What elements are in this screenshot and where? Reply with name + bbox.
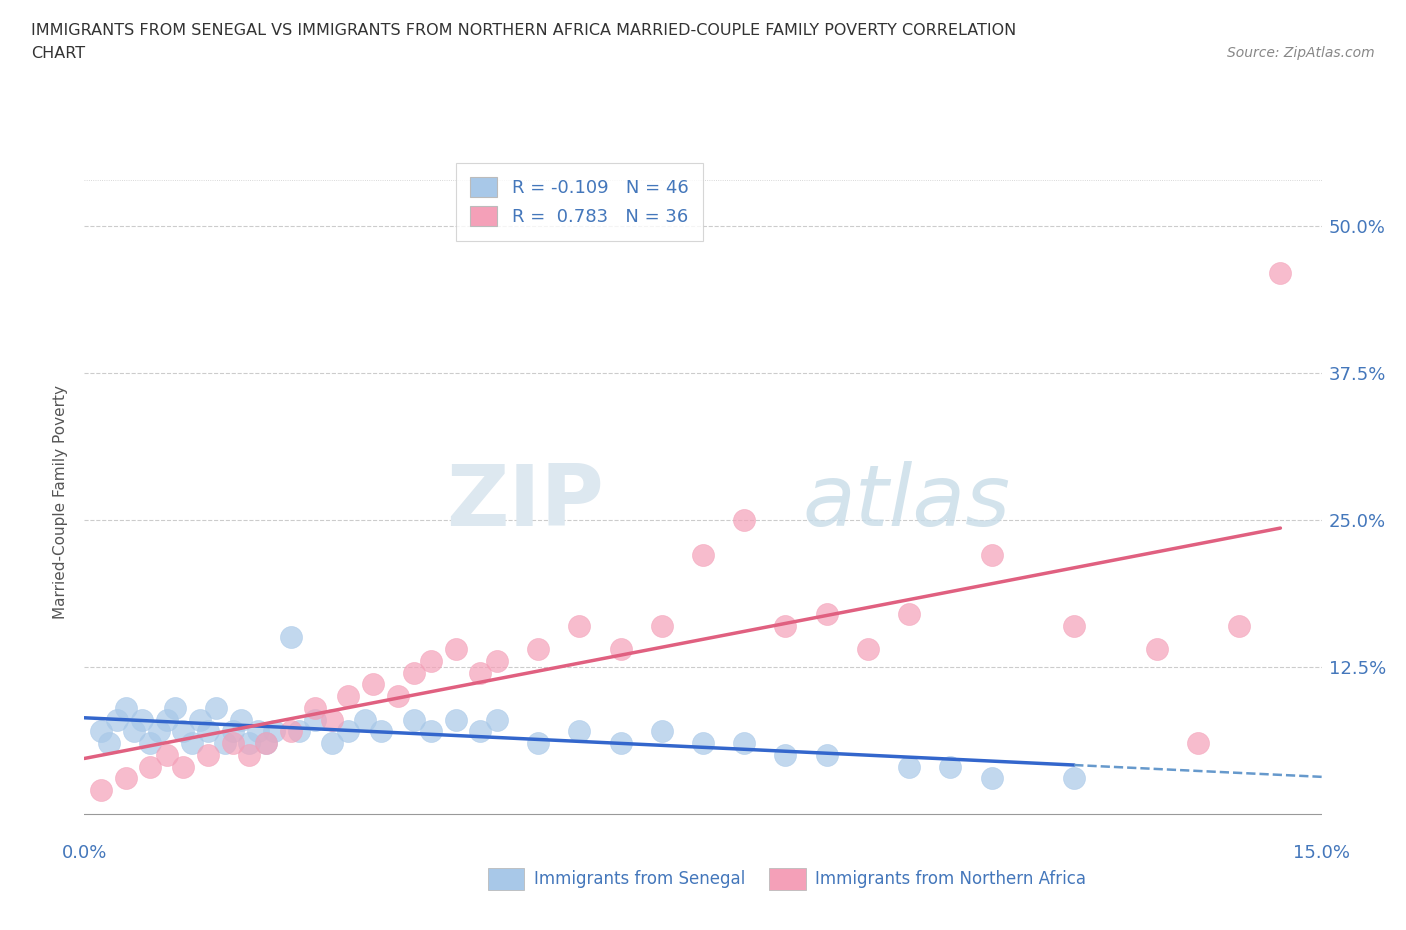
Point	[980, 548, 1002, 563]
Point	[815, 748, 838, 763]
Point	[90, 782, 112, 797]
Point	[444, 712, 467, 727]
Point	[527, 642, 550, 657]
Point	[263, 724, 285, 738]
Point	[1063, 771, 1085, 786]
Point	[568, 618, 591, 633]
Point	[485, 712, 508, 727]
Point	[470, 665, 492, 680]
Y-axis label: Married-Couple Family Poverty: Married-Couple Family Poverty	[53, 385, 69, 619]
Point	[387, 688, 409, 703]
Point	[527, 736, 550, 751]
Point	[122, 724, 145, 738]
Point	[370, 724, 392, 738]
Point	[214, 736, 236, 751]
Point	[444, 642, 467, 657]
Point	[188, 712, 211, 727]
Point	[280, 630, 302, 644]
Point	[470, 724, 492, 738]
Point	[254, 736, 277, 751]
Point	[180, 736, 202, 751]
Point	[1146, 642, 1168, 657]
Point	[172, 724, 194, 738]
Point	[419, 724, 441, 738]
Point	[172, 759, 194, 774]
Point	[156, 748, 179, 763]
Point	[609, 736, 631, 751]
Point	[304, 712, 326, 727]
Bar	[488, 868, 524, 890]
Point	[609, 642, 631, 657]
Point	[939, 759, 962, 774]
Point	[197, 724, 219, 738]
Point	[280, 724, 302, 738]
Text: Source: ZipAtlas.com: Source: ZipAtlas.com	[1227, 46, 1375, 60]
Text: atlas: atlas	[801, 460, 1010, 544]
Text: IMMIGRANTS FROM SENEGAL VS IMMIGRANTS FROM NORTHERN AFRICA MARRIED-COUPLE FAMILY: IMMIGRANTS FROM SENEGAL VS IMMIGRANTS FR…	[31, 23, 1017, 38]
Text: ZIP: ZIP	[446, 460, 605, 544]
Point	[651, 618, 673, 633]
Point	[419, 654, 441, 669]
Point	[114, 771, 136, 786]
Point	[98, 736, 121, 751]
Point	[238, 736, 260, 751]
Point	[222, 724, 245, 738]
Point	[815, 606, 838, 621]
Point	[337, 724, 360, 738]
Point	[692, 548, 714, 563]
Point	[733, 736, 755, 751]
Point	[980, 771, 1002, 786]
Point	[404, 712, 426, 727]
Text: Immigrants from Senegal: Immigrants from Senegal	[534, 870, 745, 888]
Legend: R = -0.109   N = 46, R =  0.783   N = 36: R = -0.109 N = 46, R = 0.783 N = 36	[456, 163, 703, 241]
Bar	[769, 868, 806, 890]
Point	[246, 724, 269, 738]
Point	[775, 618, 797, 633]
Point	[692, 736, 714, 751]
Point	[114, 700, 136, 715]
Point	[1227, 618, 1250, 633]
Point	[148, 724, 170, 738]
Point	[898, 606, 921, 621]
Point	[105, 712, 128, 727]
Point	[353, 712, 375, 727]
Point	[238, 748, 260, 763]
Point	[856, 642, 879, 657]
Point	[205, 700, 228, 715]
Point	[165, 700, 187, 715]
Point	[229, 712, 252, 727]
Point	[139, 736, 162, 751]
Point	[485, 654, 508, 669]
Point	[288, 724, 311, 738]
Point	[568, 724, 591, 738]
Point	[361, 677, 384, 692]
Point	[1270, 266, 1292, 281]
Point	[898, 759, 921, 774]
Point	[131, 712, 153, 727]
Point	[321, 712, 343, 727]
Point	[775, 748, 797, 763]
Point	[254, 736, 277, 751]
Point	[733, 512, 755, 527]
Point	[197, 748, 219, 763]
Text: Immigrants from Northern Africa: Immigrants from Northern Africa	[815, 870, 1087, 888]
Point	[337, 688, 360, 703]
Point	[1187, 736, 1209, 751]
Text: CHART: CHART	[31, 46, 84, 61]
Point	[651, 724, 673, 738]
Point	[222, 736, 245, 751]
Point	[1063, 618, 1085, 633]
Point	[139, 759, 162, 774]
Point	[321, 736, 343, 751]
Point	[304, 700, 326, 715]
Point	[404, 665, 426, 680]
Point	[90, 724, 112, 738]
Point	[156, 712, 179, 727]
